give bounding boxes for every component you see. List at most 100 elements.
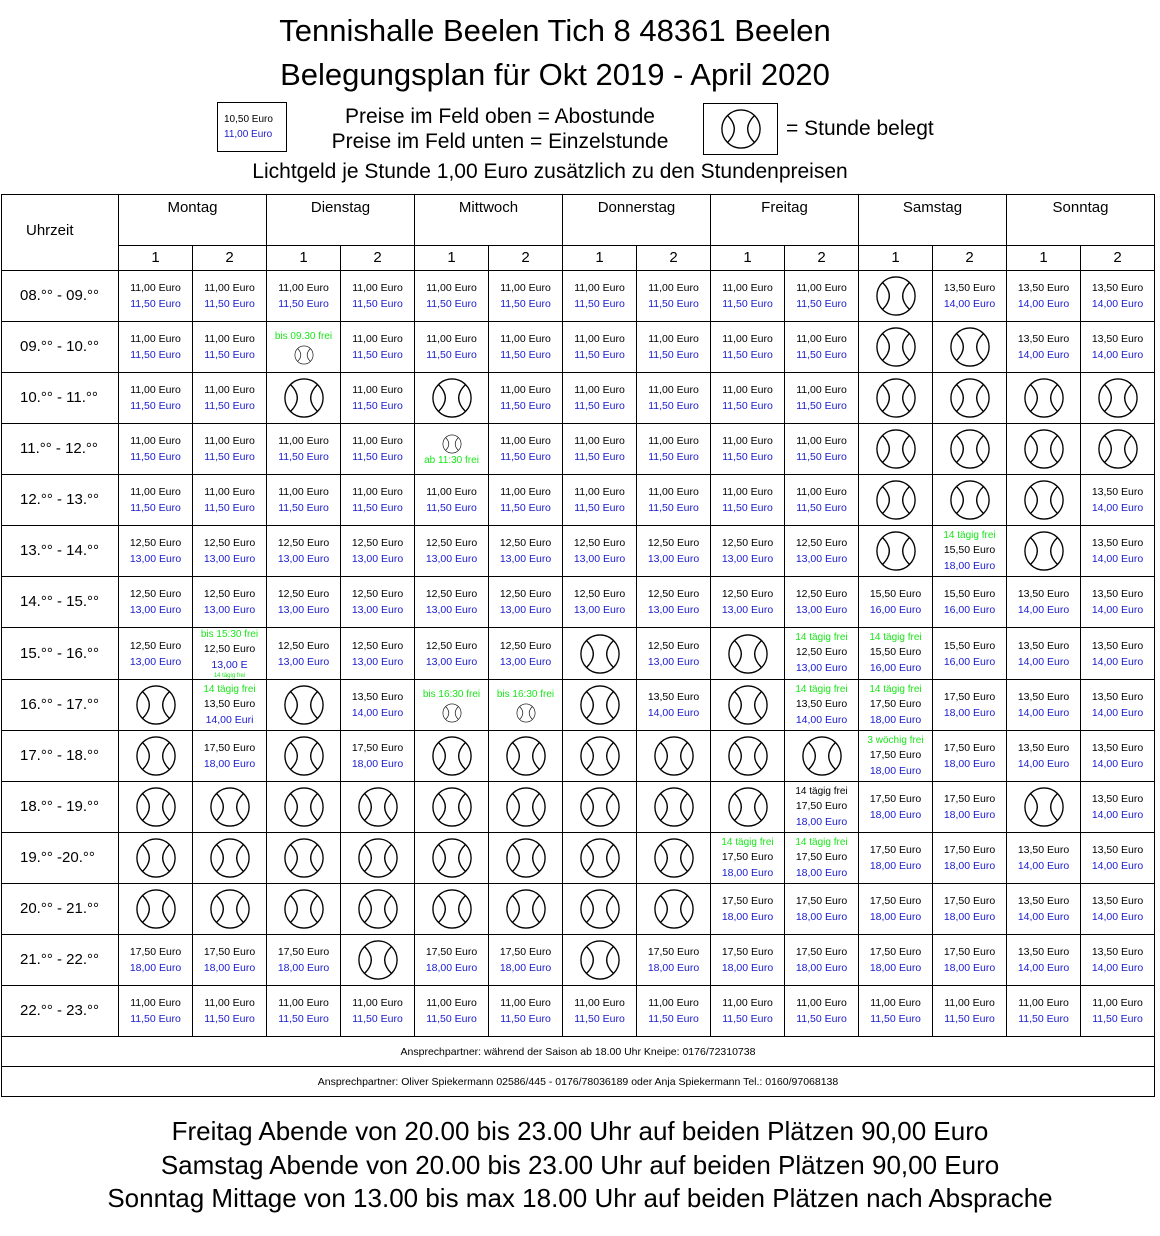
slot-booked (266, 372, 341, 424)
single-price: 13,00 Euro (647, 655, 700, 668)
slot-free: 11,00 Euro 11,50 Euro (118, 985, 193, 1037)
abo-price: 12,50 Euro (647, 537, 700, 549)
single-price: 11,50 Euro (426, 349, 477, 361)
single-price: 13,00 Euro (351, 655, 404, 668)
tennis-ball-icon (357, 940, 398, 980)
tennis-ball-icon (653, 736, 694, 776)
slot-booked (192, 883, 267, 935)
single-price: 18,00 Euro (203, 758, 256, 770)
tennis-ball-icon (949, 378, 990, 418)
slot-booked (266, 781, 341, 833)
single-price: 14,00 Euro (1017, 298, 1070, 310)
slot-free: 13,50 Euro 14,00 Euro (1080, 781, 1155, 833)
single-price: 18,00 Euro (795, 911, 848, 923)
slot-free: 13,50 Euro 14,00 Euro (1080, 883, 1155, 935)
single-price: 11,50 Euro (500, 400, 551, 412)
slot-free: 12,50 Euro 13,00 Euro (340, 525, 415, 577)
abo-price: 11,00 Euro (352, 282, 403, 294)
slot-booked (932, 321, 1007, 373)
booking-table: Uhrzeit Montag Dienstag Mittwoch Donnerstag F… (1, 194, 1155, 1097)
contact-persons: Ansprechpartner: Oliver Spiekermann 0258… (1, 1066, 1155, 1097)
abo-price: 13,50 Euro (1017, 895, 1070, 907)
single-price: 14,00 Euro (647, 707, 700, 719)
slot-free: 11,00 Euro 11,50 Euro (636, 985, 711, 1037)
slot-free: 13,50 Euro 14,00 Euro (1080, 474, 1155, 526)
time-slot: 13.°° - 14.°° (1, 525, 119, 577)
slot-free: 11,00 Euro 11,50 Euro (118, 270, 193, 322)
slot-booked (1006, 474, 1081, 526)
slot-booked (858, 372, 933, 424)
abo-price: 11,00 Euro (130, 997, 181, 1009)
slot-free: 11,00 Euro 11,50 Euro (192, 474, 267, 526)
table-row: 13.°° - 14.°° 12,50 Euro 13,00 Euro 12,50 E… (1, 525, 1155, 577)
single-price: 11,50 Euro (722, 502, 773, 514)
slot-free: 17,50 Euro 18,00 Euro (784, 883, 859, 935)
table-row: 18.°° - 19.°° 14 tägig frei 17,50 Euro 18,0… (1, 781, 1155, 833)
slot-free: 17,50 Euro 18,00 Euro (932, 832, 1007, 884)
time-slot: 22.°° - 23.°° (1, 985, 119, 1037)
slot-free: 13,50 Euro 14,00 Euro (1006, 883, 1081, 935)
single-price: 11,50 Euro (352, 1013, 403, 1025)
tennis-ball-icon (357, 889, 398, 929)
table-row: 12.°° - 13.°° 11,00 Euro 11,50 Euro 11,00 E… (1, 474, 1155, 526)
single-price: 11,50 Euro (722, 1013, 773, 1025)
single-price: 14,00 Euro (1017, 911, 1070, 923)
tennis-ball-icon (431, 838, 472, 878)
single-price: 11,50 Euro (870, 1013, 921, 1025)
slot-free: 12,50 Euro 13,00 Euro (784, 525, 859, 577)
tennis-ball-icon (727, 685, 768, 725)
abo-price: 11,00 Euro (796, 997, 847, 1009)
slot-free: 11,00 Euro 11,50 Euro (710, 985, 785, 1037)
tennis-ball-icon (579, 787, 620, 827)
tennis-ball-icon (949, 327, 990, 367)
abo-price: 12,50 Euro (351, 639, 404, 652)
tennis-ball-icon (135, 838, 176, 878)
slot-booked (340, 781, 415, 833)
single-price: 18,00 Euro (721, 866, 774, 879)
slot-free: 12,50 Euro 13,00 Euro (192, 525, 267, 577)
slot-booked (710, 730, 785, 782)
abo-price: 15,50 Euro (943, 543, 996, 556)
single-price: 14,00 Euro (1017, 707, 1070, 719)
single-price: 11,50 Euro (130, 400, 181, 412)
single-price: 18,00 Euro (129, 962, 182, 974)
single-price: 13,00 Euro (129, 604, 182, 616)
slot-free: 11,00 Euro 11,50 Euro (784, 474, 859, 526)
table-row: 22.°° - 23.°° 11,00 Euro 11,50 Euro 11,00 E… (1, 985, 1155, 1037)
abo-price: 11,00 Euro (796, 435, 847, 447)
slot-booked (562, 883, 637, 935)
slot-partial: 14 tägig frei 13,50 Euro 14,00 Euro (784, 679, 859, 731)
slot-free: 11,00 Euro 11,50 Euro (192, 985, 267, 1037)
slot-free: 12,50 Euro 13,00 Euro (266, 627, 341, 680)
single-price: 18,00 Euro (869, 860, 922, 872)
abo-price: 11,00 Euro (722, 997, 773, 1009)
single-price: 13,00 Euro (351, 553, 404, 565)
slot-free: 11,00 Euro 11,50 Euro (340, 321, 415, 373)
abo-price: 17,50 Euro (203, 946, 256, 958)
slot-booked (858, 423, 933, 475)
single-price: 14,00 Euro (1091, 655, 1144, 668)
slot-free: 12,50 Euro 13,00 Euro (562, 576, 637, 628)
abo-price: 17,50 Euro (721, 850, 774, 863)
abo-price: 11,00 Euro (796, 384, 847, 396)
slot-booked (340, 883, 415, 935)
slot-free: 11,00 Euro 11,50 Euro (784, 321, 859, 373)
abo-price: 13,50 Euro (1091, 486, 1144, 498)
abo-price: 17,50 Euro (869, 697, 922, 710)
tennis-ball-icon (516, 703, 535, 722)
day-header-spacer (118, 221, 267, 246)
single-price: 13,00 E (211, 659, 248, 671)
single-price: 13,00 Euro (277, 553, 330, 565)
day-header: Dienstag (266, 194, 415, 221)
slot-free: 17,50 Euro 18,00 Euro (784, 934, 859, 986)
abo-price: 12,50 Euro (573, 588, 626, 600)
single-price: 11,50 Euro (796, 451, 847, 463)
abo-price: 17,50 Euro (943, 793, 996, 805)
abo-price: 11,00 Euro (722, 333, 773, 345)
slot-free: 17,50 Euro 18,00 Euro (710, 934, 785, 986)
slot-booked (340, 832, 415, 884)
abo-price: 11,00 Euro (278, 486, 329, 498)
tennis-ball-icon (209, 838, 250, 878)
slot-free: 11,00 Euro 11,50 Euro (414, 474, 489, 526)
abo-price: 13,50 Euro (1091, 793, 1144, 805)
